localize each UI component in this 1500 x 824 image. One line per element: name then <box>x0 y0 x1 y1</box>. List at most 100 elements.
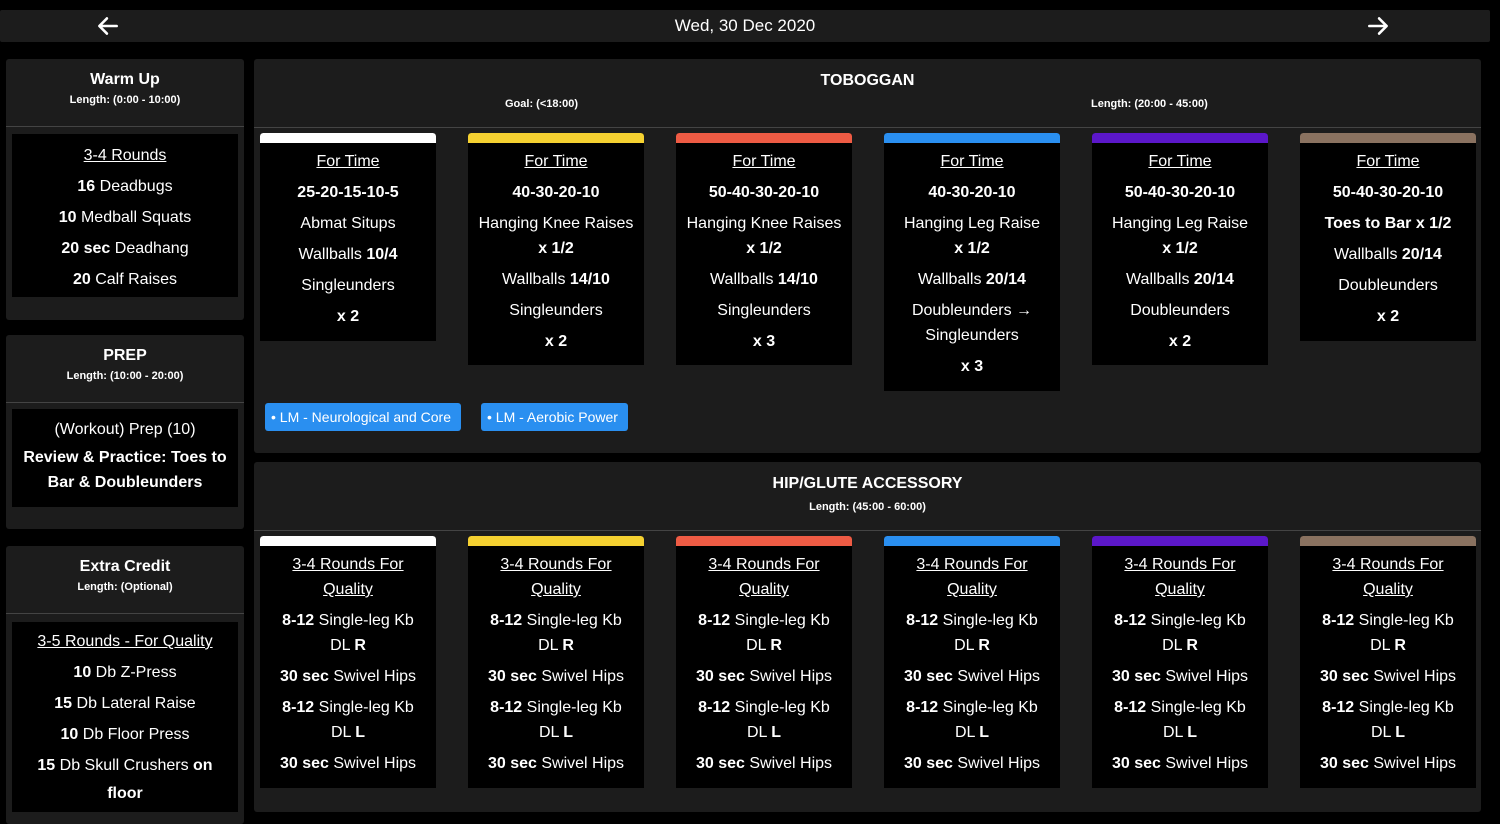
toboggan-workout-card[interactable]: For Time 25-20-15-10-5 Abmat Situps Wallbal… <box>260 133 436 341</box>
workout-line: For Time <box>1356 153 1420 170</box>
workout-line: Hanging Knee Raises <box>686 215 842 232</box>
prep-workout-card[interactable]: (Workout) Prep (10) Review & Practice: T… <box>12 409 238 507</box>
hip-glute-workout-card[interactable]: 3-4 Rounds For Quality 8-12 Single-leg Kb D… <box>676 536 852 788</box>
workout-line: For Time <box>524 153 588 170</box>
hip-glute-title: HIP/GLUTE ACCESSORY <box>772 475 963 492</box>
warmup-workout-card[interactable]: 3-4 Rounds 16 Deadbugs 10 Medball Squats 2… <box>12 134 238 297</box>
hip-heading-2: Quality <box>531 581 581 598</box>
extra-credit-exercise: 15 Db Skull Crushers on <box>37 757 213 774</box>
workout-line: 8-12 Single-leg Kb <box>1114 612 1246 629</box>
hip-glute-workout-card[interactable]: 3-4 Rounds For Quality 8-12 Single-leg Kb D… <box>884 536 1060 788</box>
warmup-panel: Warm Up Length: (0:00 - 10:00) 3-4 Round… <box>6 59 244 320</box>
workout-line: 50-40-30-20-10 <box>1124 184 1236 201</box>
workout-line: x 1/2 <box>1162 240 1198 257</box>
workout-line: Singleunders <box>925 327 1019 344</box>
hip-heading-1: 3-4 Rounds For <box>500 556 612 573</box>
toboggan-workout-card[interactable]: For Time 40-30-20-10 Hanging Knee Raises x … <box>468 133 644 365</box>
workout-line: x 2 <box>1168 333 1192 350</box>
workout-line: x 3 <box>752 333 776 350</box>
workout-line: 30 sec Swivel Hips <box>695 755 833 772</box>
workout-line: Wallballs 20/14 <box>1334 246 1442 263</box>
workout-line: 8-12 Single-leg Kb <box>906 612 1038 629</box>
current-date: Wed, 30 Dec 2020 <box>674 16 816 35</box>
prep-panel: PREP Length: (10:00 - 20:00) (Workout) P… <box>6 335 244 529</box>
workout-line: For Time <box>1148 153 1212 170</box>
workout-line: For Time <box>732 153 796 170</box>
workout-line: Singleunders <box>509 302 603 319</box>
workout-line: x 2 <box>336 308 360 325</box>
workout-line: 30 sec Swivel Hips <box>487 755 625 772</box>
hip-glute-workout-card[interactable]: 3-4 Rounds For Quality 8-12 Single-leg Kb D… <box>1300 536 1476 788</box>
workout-line: Doubleunders <box>1130 302 1230 319</box>
hip-heading-2: Quality <box>1155 581 1205 598</box>
workout-line: 8-12 Single-leg Kb <box>698 612 830 629</box>
workout-line: x 3 <box>960 358 984 375</box>
workout-line: 8-12 Single-leg Kb <box>282 612 414 629</box>
workout-line: 8-12 Single-leg Kb <box>282 699 414 716</box>
hip-heading-1: 3-4 Rounds For <box>708 556 820 573</box>
workout-line: DL L <box>330 724 366 741</box>
extra-credit-last-line: floor <box>107 785 143 802</box>
workout-line: Doubleunders <box>1338 277 1438 294</box>
workout-line: 8-12 Single-leg Kb <box>906 699 1038 716</box>
workout-line: 50-40-30-20-10 <box>708 184 820 201</box>
workout-line: Wallballs 14/10 <box>502 271 610 288</box>
workout-line: 40-30-20-10 <box>928 184 1016 201</box>
workout-line: Toes to Bar x 1/2 <box>1324 215 1452 232</box>
workout-line: Doubleunders → <box>911 302 1033 319</box>
hip-glute-workout-card[interactable]: 3-4 Rounds For Quality 8-12 Single-leg Kb D… <box>468 536 644 788</box>
hip-glute-length: Length: (45:00 - 60:00) <box>809 501 926 513</box>
extra-credit-exercise: 10 Db Floor Press <box>60 726 190 743</box>
workout-line: DL R <box>538 637 574 654</box>
tag-aerobic-power[interactable]: • LM - Aerobic Power <box>481 403 628 431</box>
warmup-heading: 3-4 Rounds <box>83 147 167 164</box>
workout-line: 30 sec Swivel Hips <box>487 668 625 685</box>
arrow-left-icon[interactable] <box>95 13 121 39</box>
hip-glute-workout-card[interactable]: 3-4 Rounds For Quality 8-12 Single-leg Kb D… <box>1092 536 1268 788</box>
tag-neurological-core[interactable]: • LM - Neurological and Core <box>265 403 461 431</box>
workout-line: x 1/2 <box>746 240 782 257</box>
workout-line: Hanging Knee Raises <box>478 215 634 232</box>
workout-line: 30 sec Swivel Hips <box>279 755 417 772</box>
workout-line: DL R <box>1162 637 1198 654</box>
extra-credit-workout-card[interactable]: 3-5 Rounds - For Quality 10 Db Z-Press 15… <box>12 622 238 812</box>
warmup-exercise: 16 Deadbugs <box>77 178 173 195</box>
workout-line: 30 sec Swivel Hips <box>903 755 1041 772</box>
workout-line: DL R <box>746 637 782 654</box>
workout-line: 8-12 Single-leg Kb <box>698 699 830 716</box>
workout-line: x 2 <box>544 333 568 350</box>
hip-glute-workout-card[interactable]: 3-4 Rounds For Quality 8-12 Single-leg Kb D… <box>260 536 436 788</box>
workout-line: DL R <box>954 637 990 654</box>
hip-heading-2: Quality <box>739 581 789 598</box>
workout-line: For Time <box>940 153 1004 170</box>
date-navigation-bar: Wed, 30 Dec 2020 <box>0 10 1490 42</box>
hip-heading-2: Quality <box>323 581 373 598</box>
toboggan-workout-card[interactable]: For Time 50-40-30-20-10 Toes to Bar x 1/2 W… <box>1300 133 1476 341</box>
workout-line: 8-12 Single-leg Kb <box>1322 699 1454 716</box>
toboggan-workout-card[interactable]: For Time 40-30-20-10 Hanging Leg Raise x 1/… <box>884 133 1060 391</box>
hip-heading-1: 3-4 Rounds For <box>916 556 1028 573</box>
workout-line: DL L <box>954 724 990 741</box>
workout-line: 30 sec Swivel Hips <box>1319 755 1457 772</box>
toboggan-section: TOBOGGAN Goal: (<18:00) Length: (20:00 -… <box>254 59 1481 453</box>
workout-line: 30 sec Swivel Hips <box>903 668 1041 685</box>
hip-heading-1: 3-4 Rounds For <box>1332 556 1444 573</box>
workout-line: Wallballs 10/4 <box>298 246 398 263</box>
prep-line-3: Bar & Doubleunders <box>47 474 203 491</box>
warmup-exercise: 20 Calf Raises <box>72 271 178 288</box>
toboggan-workout-card[interactable]: For Time 50-40-30-20-10 Hanging Leg Raise x… <box>1092 133 1268 365</box>
arrow-right-icon[interactable] <box>1365 13 1391 39</box>
warmup-length: Length: (0:00 - 10:00) <box>69 94 181 106</box>
workout-line: DL L <box>1162 724 1198 741</box>
workout-line: 8-12 Single-leg Kb <box>1114 699 1246 716</box>
extra-credit-exercise: 10 Db Z-Press <box>73 664 177 681</box>
toboggan-goal: Goal: (<18:00) <box>505 98 579 110</box>
workout-line: 30 sec Swivel Hips <box>1111 755 1249 772</box>
extra-credit-title: Extra Credit <box>79 558 171 575</box>
extra-credit-exercise: 15 Db Lateral Raise <box>54 695 196 712</box>
hip-heading-1: 3-4 Rounds For <box>1124 556 1236 573</box>
hip-heading-2: Quality <box>1363 581 1413 598</box>
workout-line: 30 sec Swivel Hips <box>1319 668 1457 685</box>
toboggan-workout-card[interactable]: For Time 50-40-30-20-10 Hanging Knee Raise… <box>676 133 852 365</box>
toboggan-length: Length: (20:00 - 45:00) <box>1091 98 1208 110</box>
